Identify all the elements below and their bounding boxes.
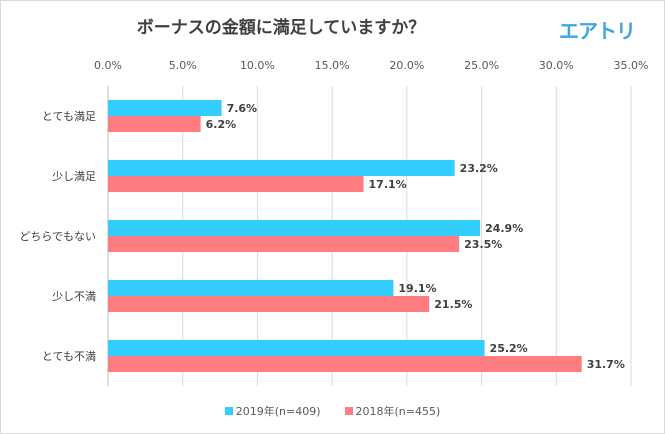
x-tick-label: 25.0% [464,59,499,72]
legend-label: 2019年(n=409) [235,405,321,418]
x-tick-label: 20.0% [389,59,424,72]
legend: 2019年(n=409) 2018年(n=455) [1,403,664,419]
category-label: とても満足 [42,110,96,123]
category-label: とても不満 [42,350,96,363]
x-tick-label: 5.0% [169,59,197,72]
legend-item: 2019年(n=409) [224,403,321,419]
chart-title: ボーナスの金額に満足していますか？ [136,18,426,38]
x-tick-label: 10.0% [240,59,275,72]
data-label: 31.7% [587,358,625,371]
data-label: 23.5% [464,238,502,251]
legend-swatch [344,407,353,415]
bar-2019 [108,160,455,176]
x-tick-label: 30.0% [539,59,574,72]
bar-2018 [108,236,460,252]
bar-2019 [108,340,485,356]
data-label: 23.2% [460,162,498,175]
x-tick-label: 0.0% [94,59,122,72]
data-label: 24.9% [485,222,523,235]
bar-2018 [108,356,582,372]
data-label: 25.2% [490,342,528,355]
category-label: 少し不満 [52,290,96,303]
bar-2018 [108,296,430,312]
bar-2019 [108,100,222,116]
x-tick-label: 15.0% [315,59,350,72]
legend-label: 2018年(n=455) [355,405,441,418]
legend-item: 2018年(n=455) [344,403,441,419]
data-label: 19.1% [398,282,436,295]
bar-2019 [108,220,481,236]
bar-2019 [108,280,394,296]
data-label: 6.2% [206,118,237,131]
x-tick-label: 35.0% [614,59,649,72]
category-label: 少し満足 [52,170,96,183]
category-label: どちらでもない [19,230,96,243]
brand-logo: エアトリ [559,19,636,43]
legend-swatch [224,407,233,415]
data-label: 17.1% [369,178,407,191]
bar-2018 [108,116,201,132]
bar-2018 [108,176,364,192]
data-label: 21.5% [434,298,472,311]
data-label: 7.6% [227,102,258,115]
